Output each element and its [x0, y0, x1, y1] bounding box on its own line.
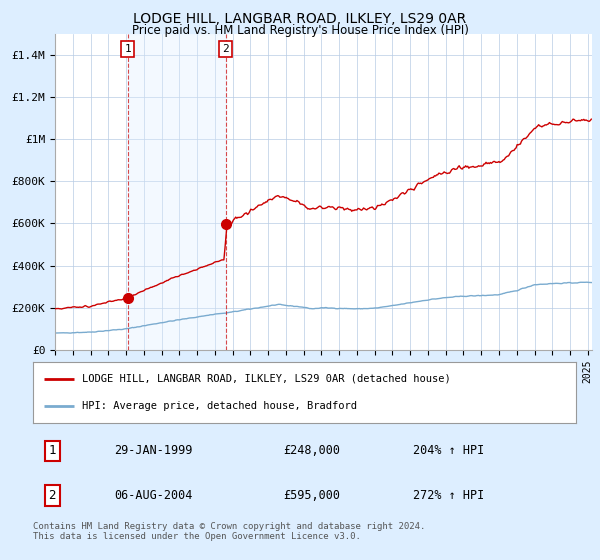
Text: 29-JAN-1999: 29-JAN-1999	[115, 444, 193, 458]
Text: 2: 2	[48, 489, 56, 502]
Text: 204% ↑ HPI: 204% ↑ HPI	[413, 444, 484, 458]
Text: LODGE HILL, LANGBAR ROAD, ILKLEY, LS29 0AR: LODGE HILL, LANGBAR ROAD, ILKLEY, LS29 0…	[133, 12, 467, 26]
Text: £248,000: £248,000	[283, 444, 340, 458]
Text: 06-AUG-2004: 06-AUG-2004	[115, 489, 193, 502]
Text: £595,000: £595,000	[283, 489, 340, 502]
Text: 272% ↑ HPI: 272% ↑ HPI	[413, 489, 484, 502]
Text: Contains HM Land Registry data © Crown copyright and database right 2024.
This d: Contains HM Land Registry data © Crown c…	[33, 522, 425, 542]
Text: Price paid vs. HM Land Registry's House Price Index (HPI): Price paid vs. HM Land Registry's House …	[131, 24, 469, 37]
Text: LODGE HILL, LANGBAR ROAD, ILKLEY, LS29 0AR (detached house): LODGE HILL, LANGBAR ROAD, ILKLEY, LS29 0…	[82, 374, 451, 384]
Text: HPI: Average price, detached house, Bradford: HPI: Average price, detached house, Brad…	[82, 402, 357, 412]
Bar	[128, 34, 226, 350]
Text: 1: 1	[124, 44, 131, 54]
Text: 2: 2	[222, 44, 229, 54]
Text: 1: 1	[48, 444, 56, 458]
